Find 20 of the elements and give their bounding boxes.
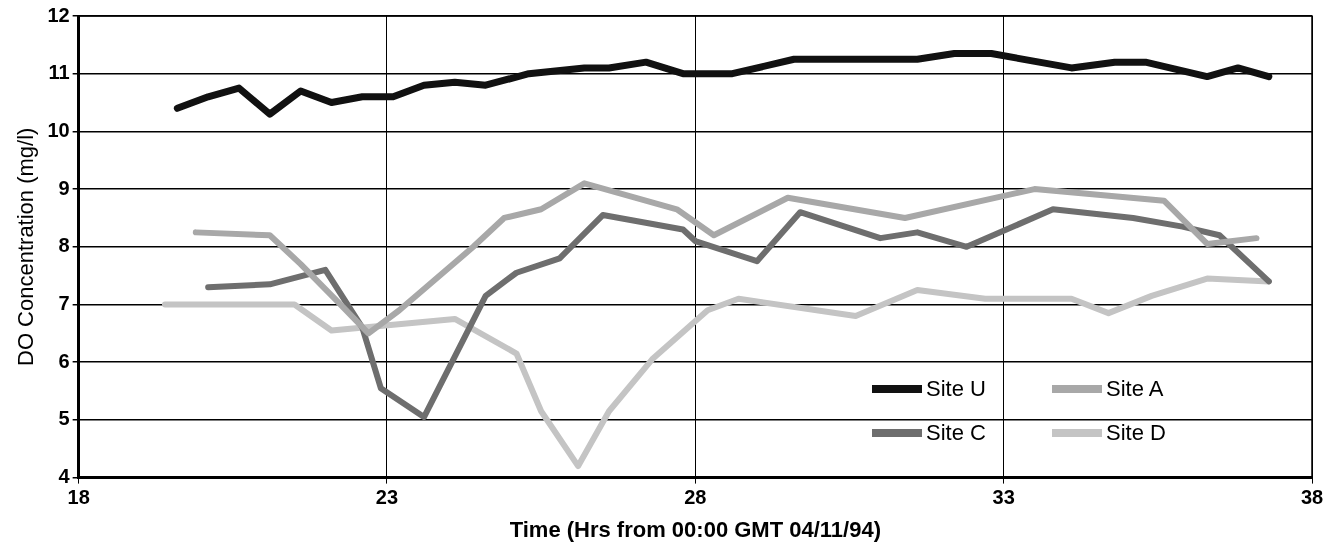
- x-tick-label: 38: [1300, 486, 1324, 509]
- x-tick-label: 23: [375, 486, 399, 509]
- y-tick-label: 7: [58, 292, 70, 315]
- x-tick-label: 28: [684, 486, 707, 509]
- y-tick-label: 8: [58, 234, 70, 257]
- legend-label: Site A: [1106, 375, 1164, 402]
- y-tick-label: 10: [47, 118, 70, 141]
- y-tick-label: 4: [58, 465, 71, 488]
- legend-label: Site U: [926, 375, 986, 402]
- legend-label: Site D: [1106, 419, 1166, 446]
- x-tick-label: 18: [67, 486, 90, 509]
- y-tick-label: 9: [58, 176, 70, 199]
- y-tick-label: 5: [58, 407, 70, 430]
- y-axis-title: DO Concentration (mg/l): [13, 127, 39, 367]
- x-tick-label: 33: [992, 486, 1015, 509]
- y-tick-label: 12: [47, 3, 70, 26]
- legend-label: Site C: [926, 419, 986, 446]
- y-tick-label: 11: [48, 61, 70, 84]
- x-axis-title: Time (Hrs from 00:00 GMT 04/11/94): [509, 516, 881, 542]
- y-tick-label: 6: [58, 349, 70, 372]
